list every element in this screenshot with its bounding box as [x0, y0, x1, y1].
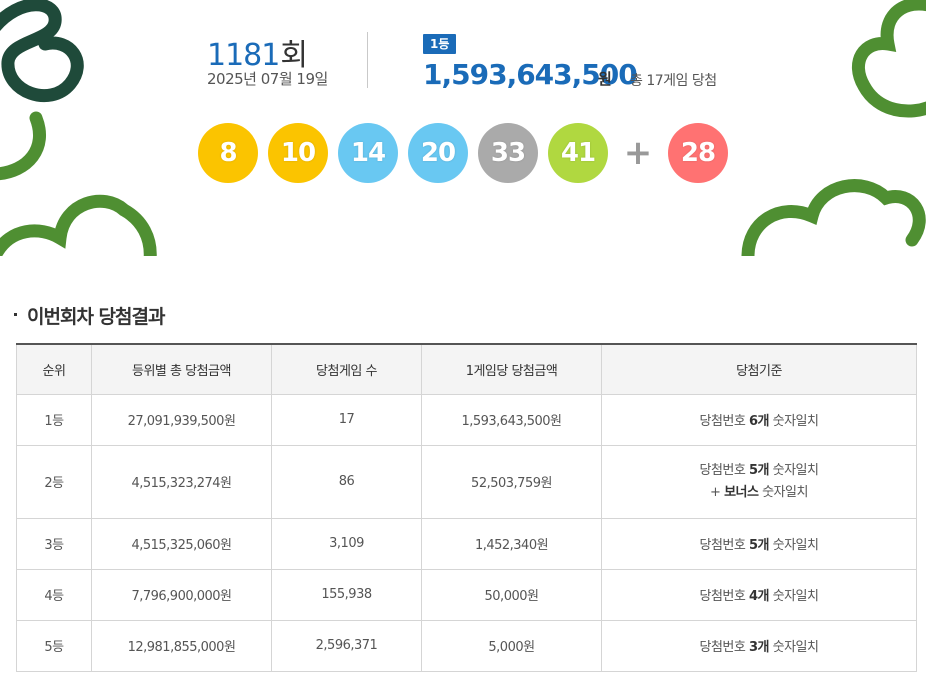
cell-prize-per-game: 52,503,759원 — [421, 444, 602, 519]
cell-criteria: 당첨번호 5개 숫자일치 + 보너스 숫자일치 — [601, 444, 917, 519]
cell-rank: 1등 — [16, 393, 92, 446]
criteria-text-suffix: 숫자일치 — [769, 640, 819, 655]
first-prize-badge: 1등 — [423, 34, 457, 54]
cell-prize-per-game: 1,452,340원 — [421, 517, 602, 570]
first-prize-winners: 총 17게임 당첨 — [630, 73, 717, 89]
cell-winning-games: 86 — [271, 444, 422, 519]
cell-criteria: 당첨번호 3개 숫자일치 — [601, 619, 917, 672]
cell-prize-per-game: 1,593,643,500원 — [421, 393, 602, 446]
header-criteria: 당첨기준 — [601, 343, 917, 395]
criteria-count: 5개 — [748, 462, 770, 478]
section-title-text: 이번회차 당첨결과 — [27, 306, 165, 328]
cell-rank: 4등 — [16, 568, 92, 621]
cell-criteria: 당첨번호 4개 숫자일치 — [601, 568, 917, 621]
draw-number-unit: 회 — [280, 38, 308, 73]
green-cloud-right-bottom-decoration-icon — [741, 179, 926, 256]
table-row: 2등 4,515,323,274원 86 52,503,759원 당첨번호 5개… — [16, 444, 917, 519]
green-cloud-left-decoration-icon — [0, 194, 157, 256]
criteria-text: 당첨번호 — [699, 414, 749, 429]
criteria-text-suffix: 숫자일치 — [769, 589, 819, 604]
cell-winning-games: 2,596,371 — [271, 619, 422, 672]
cell-rank: 5등 — [16, 619, 92, 672]
criteria-count: 4개 — [748, 589, 770, 604]
number-ball-4: 20 — [408, 123, 468, 183]
criteria-line-1: 당첨번호 5개 숫자일치 — [602, 460, 916, 482]
green-swirl-decoration-icon — [0, 111, 46, 181]
table-header-row: 순위 등위별 총 당첨금액 당첨게임 수 1게임당 당첨금액 당첨기준 — [16, 343, 917, 395]
first-prize-unit: 원 — [598, 70, 612, 88]
cell-total-prize: 4,515,325,060원 — [91, 517, 272, 570]
cell-total-prize: 4,515,323,274원 — [91, 444, 272, 519]
draw-result-banner: 1181회 2025년 07월 19일 1등 1,593,643,500 원 총… — [0, 0, 926, 256]
bonus-number-ball: 28 — [668, 123, 728, 183]
table-row: 4등 7,796,900,000원 155,938 50,000원 당첨번호 4… — [16, 568, 917, 621]
draw-date: 2025년 07월 19일 — [207, 70, 328, 88]
criteria-text: 당첨번호 — [699, 640, 749, 655]
cell-criteria: 당첨번호 6개 숫자일치 — [601, 393, 917, 446]
header-total-prize: 등위별 총 당첨금액 — [91, 343, 272, 395]
cell-total-prize: 12,981,855,000원 — [91, 619, 272, 672]
criteria-text-suffix: 숫자일치 — [758, 484, 808, 500]
header-winning-games: 당첨게임 수 — [271, 343, 422, 395]
criteria-count: 6개 — [748, 414, 770, 429]
criteria-bonus: 보너스 — [724, 484, 759, 500]
cell-total-prize: 7,796,900,000원 — [91, 568, 272, 621]
section-title: 이번회차 당첨결과 — [14, 302, 165, 329]
number-ball-6: 41 — [548, 123, 608, 183]
first-prize-amount: 1,593,643,500 — [423, 58, 638, 91]
table-row: 1등 27,091,939,500원 17 1,593,643,500원 당첨번… — [16, 393, 917, 446]
vertical-divider — [367, 32, 368, 88]
cell-winning-games: 3,109 — [271, 517, 422, 570]
cell-criteria: 당첨번호 5개 숫자일치 — [601, 517, 917, 570]
draw-number-value: 1181 — [207, 38, 280, 73]
cell-winning-games: 155,938 — [271, 568, 422, 621]
criteria-line-2: + 보너스 숫자일치 — [602, 482, 916, 504]
criteria-plus: + — [710, 484, 725, 500]
number-ball-3: 14 — [338, 123, 398, 183]
dark-swirl-decoration-icon — [0, 0, 84, 103]
criteria-text: 당첨번호 — [699, 462, 749, 478]
criteria-text-suffix: 숫자일치 — [769, 538, 819, 553]
number-ball-1: 8 — [198, 123, 258, 183]
number-ball-5: 33 — [478, 123, 538, 183]
table-row: 5등 12,981,855,000원 2,596,371 5,000원 당첨번호… — [16, 619, 917, 672]
header-prize-per-game: 1게임당 당첨금액 — [421, 343, 602, 395]
draw-number: 1181회 — [207, 30, 308, 74]
plus-sign: + — [623, 133, 653, 173]
table-row: 3등 4,515,325,060원 3,109 1,452,340원 당첨번호 … — [16, 517, 917, 570]
cell-prize-per-game: 50,000원 — [421, 568, 602, 621]
cell-rank: 2등 — [16, 444, 92, 519]
cell-winning-games: 17 — [271, 393, 422, 446]
number-ball-2: 10 — [268, 123, 328, 183]
criteria-count: 5개 — [748, 538, 770, 553]
criteria-text-suffix: 숫자일치 — [769, 414, 819, 429]
cell-prize-per-game: 5,000원 — [421, 619, 602, 672]
criteria-count: 3개 — [748, 640, 770, 655]
criteria-text: 당첨번호 — [699, 589, 749, 604]
bullet-dot-icon — [14, 313, 17, 316]
green-cloud-right-top-decoration-icon — [852, 0, 926, 118]
cell-rank: 3등 — [16, 517, 92, 570]
prize-results-table: 순위 등위별 총 당첨금액 당첨게임 수 1게임당 당첨금액 당첨기준 1등 2… — [16, 343, 917, 672]
criteria-text-suffix: 숫자일치 — [769, 462, 819, 478]
header-rank: 순위 — [16, 343, 92, 395]
cell-total-prize: 27,091,939,500원 — [91, 393, 272, 446]
criteria-text: 당첨번호 — [699, 538, 749, 553]
